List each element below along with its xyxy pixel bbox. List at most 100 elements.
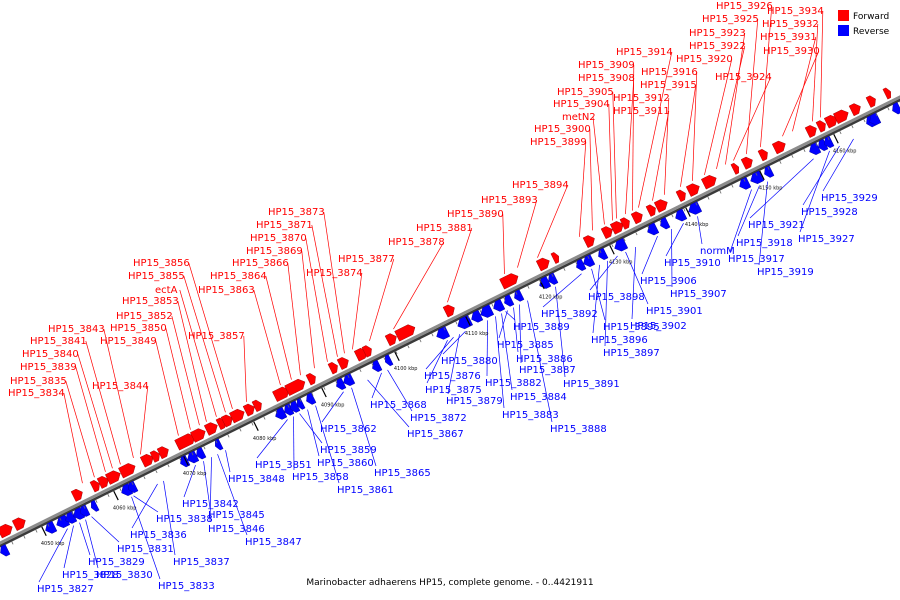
scale-tick-mark (394, 351, 400, 362)
scale-tick-label: 4160 kbp (833, 149, 857, 155)
forward-gene-label: HP15_3925 (702, 14, 759, 25)
forward-gene-label: HP15_3930 (763, 46, 820, 57)
reverse-connector (225, 450, 231, 473)
forward-gene-label: HP15_3904 (553, 99, 610, 110)
reverse-gene-label: HP15_3859 (320, 445, 377, 456)
forward-gene-label: HP15_3916 (641, 67, 698, 78)
reverse-gene-label: HP15_3882 (485, 378, 542, 389)
forward-gene-label: HP15_3890 (447, 209, 504, 220)
reverse-connector (38, 528, 68, 583)
scale-tick-mark (321, 387, 327, 398)
scale-tick-label: 4060 kbp (113, 505, 137, 511)
scale-tick-label: 4070 kbp (183, 471, 207, 477)
scale-tick-mark (465, 316, 471, 326)
reverse-gene-label: HP15_3921 (748, 220, 805, 231)
forward-gene (499, 273, 519, 290)
reverse-connector (498, 310, 508, 339)
scale-ticks: 4050 kbp 4060 kbp 4070 kbp 4080 kbp 4090 kbp… (11, 101, 900, 547)
scale-minor-tick (707, 196, 710, 200)
forward-connector (63, 392, 83, 484)
reverse-gene-label: HP15_3891 (563, 379, 620, 390)
scale-minor-tick (851, 125, 854, 129)
scale-minor-tick (299, 398, 302, 402)
forward-gene-label: HP15_3857 (188, 331, 245, 342)
forward-connector (782, 50, 820, 137)
reverse-gene (598, 247, 609, 261)
forward-gene (442, 304, 455, 318)
scale-minor-tick (527, 285, 530, 289)
reverse-gene-label: HP15_3860 (317, 458, 374, 469)
scale-minor-tick (599, 250, 602, 254)
reverse-connector (133, 495, 159, 513)
scale-minor-tick (191, 452, 194, 456)
forward-connector (393, 241, 445, 330)
scale-minor-tick (431, 333, 434, 337)
forward-gene-label: HP15_3843 (48, 324, 105, 335)
reverse-connector (442, 331, 466, 355)
scale-minor-tick (47, 523, 50, 527)
reverse-gene-label: HP15_3902 (630, 321, 687, 332)
forward-gene (394, 324, 416, 342)
forward-connector (792, 36, 817, 132)
scale-tick-label: 4090 kbp (321, 402, 345, 408)
reverse-gene-label: HP15_3828 (62, 570, 119, 581)
forward-connector (664, 97, 670, 195)
scale-tick-mark (41, 526, 47, 537)
forward-gene (771, 140, 786, 155)
forward-gene (284, 378, 306, 396)
forward-gene-label: HP15_3855 (128, 271, 185, 282)
forward-gene-label: HP15_3839 (20, 362, 77, 373)
forward-gene (823, 115, 838, 129)
forward-connector (369, 258, 395, 342)
scale-tick-label: 4120 kbp (539, 294, 563, 300)
forward-gene-label: HP15_3856 (133, 258, 190, 269)
reverse-gene-label: HP15_3895 (603, 322, 660, 333)
scale-tick-mark (253, 421, 259, 431)
forward-connector (652, 110, 670, 201)
scale-minor-tick (155, 470, 158, 474)
reverse-gene-label: HP15_3928 (801, 207, 858, 218)
forward-connector (103, 328, 134, 459)
reverse-gene-label: HP15_3910 (664, 258, 721, 269)
forward-gene-label: HP15_3922 (689, 41, 746, 52)
forward-gene (327, 362, 338, 375)
reverse-gene (647, 222, 660, 236)
scale-minor-tick (815, 142, 818, 147)
forward-gene (384, 333, 397, 347)
scale-minor-tick (275, 410, 278, 414)
forward-connector (680, 84, 697, 187)
forward-gene (336, 357, 349, 370)
reverse-gene (739, 176, 752, 190)
reverse-connector (387, 369, 413, 412)
reverse-connector (737, 185, 760, 237)
forward-gene-label: HP15_3869 (246, 246, 303, 257)
reverse-gene (504, 294, 515, 307)
reverse-connector (203, 461, 211, 509)
reverse-gene-label: HP15_3858 (292, 472, 349, 483)
forward-gene-label: HP15_3931 (760, 32, 817, 43)
forward-gene (757, 148, 768, 162)
forward-gene (653, 199, 668, 213)
genome-track (0, 95, 900, 548)
scale-minor-tick (539, 279, 542, 283)
reverse-gene (80, 504, 91, 517)
forward-gene (118, 463, 136, 479)
forward-gene-label: HP15_3923 (689, 28, 746, 39)
reverse-gene (372, 359, 383, 373)
forward-gene (550, 252, 559, 264)
forward-gene (882, 87, 891, 100)
forward-gene-label: metN2 (562, 112, 596, 123)
scale-minor-tick (635, 232, 638, 236)
scale-minor-tick (239, 428, 242, 432)
forward-gene (89, 480, 100, 493)
reverse-gene-label: HP15_3847 (245, 537, 302, 548)
scale-tick-mark (685, 207, 691, 217)
reverse-gene-label: HP15_3887 (519, 365, 576, 376)
forward-gene (361, 345, 372, 358)
forward-gene-label: HP15_3934 (767, 6, 824, 17)
scale-minor-tick (719, 190, 722, 194)
reverse-gene-label: HP15_3880 (441, 356, 498, 367)
reverse-gene-label: HP15_3927 (798, 234, 855, 245)
reverse-gene-label: HP15_3872 (410, 413, 467, 424)
forward-connector (760, 5, 773, 148)
